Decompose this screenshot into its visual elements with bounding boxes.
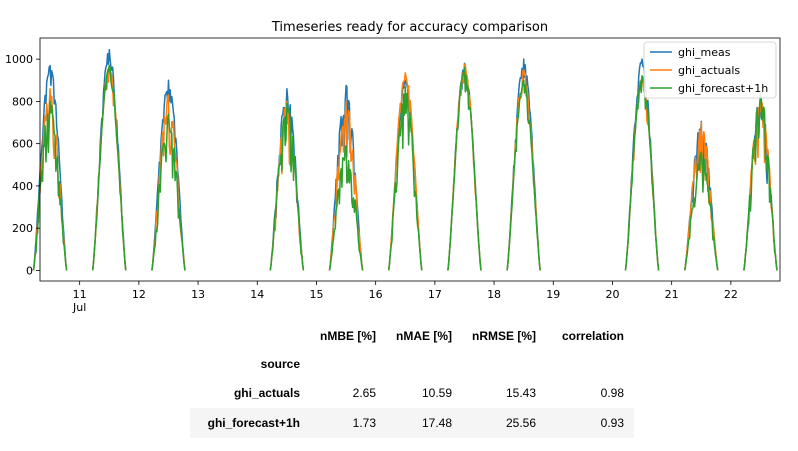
accuracy-table: nMBE [%] nMAE [%] nRMSE [%] correlation … [190,322,634,438]
row-label: ghi_forecast+1h [207,416,300,430]
table-index-name-row: source [190,350,634,378]
x-tick-label: 16 [369,288,383,301]
table-row: ghi_actuals 2.65 10.59 15.43 0.98 [190,378,634,408]
x-tick-label: 14 [250,288,264,301]
legend-box [643,41,777,99]
x-tick-label: 15 [309,288,323,301]
series-line-ghi_forecast+1h [506,79,541,271]
series-line-ghi_forecast+1h [328,145,364,271]
table-cell: 0.98 [600,386,624,400]
x-tick-label: 19 [546,288,560,301]
table-cell: 15.43 [505,386,536,400]
x-tick-label: 22 [724,288,738,301]
series-line-ghi_forecast+1h [269,102,305,271]
series-line-ghi_meas [151,79,186,271]
series-line-ghi_actuals [447,63,482,271]
column-header-nmae: nMAE [%] [396,329,452,343]
y-tick-label: 200 [12,222,33,235]
series-line-ghi_forecast+1h [387,85,423,271]
legend: ghi_meas ghi_actuals ghi_forecast+1h [643,41,777,99]
series-line-ghi_actuals [624,75,660,271]
row-label: ghi_actuals [233,386,300,400]
table-cell: 25.56 [505,416,536,430]
empty-cell [546,350,634,378]
index-name: source [260,357,300,371]
x-tick-label: 21 [665,288,679,301]
column-header-nrmse: nRMSE [%] [472,329,536,343]
table-cell: 1.73 [352,416,376,430]
series-line-ghi_meas [743,94,778,271]
series-line-ghi_actuals [743,92,778,271]
y-tick-label: 0 [26,264,33,277]
series-line-ghi_forecast+1h [743,94,778,271]
timeseries-chart: Timeseries ready for accuracy comparison… [5,20,781,314]
y-tick-label: 600 [12,138,33,151]
y-tick-label: 1000 [5,53,33,66]
chart-title: Timeseries ready for accuracy comparison [271,20,548,35]
legend-label-ghi-forecast: ghi_forecast+1h [678,82,768,95]
column-header-nmbe: nMBE [%] [320,329,376,343]
series-line-ghi_forecast+1h [683,151,719,271]
series-line-ghi_actuals [506,68,541,271]
x-tick-label: 12 [132,288,146,301]
series-layer [32,48,778,271]
legend-label-ghi-actuals: ghi_actuals [678,64,740,77]
plot-frame [39,37,781,282]
series-line-ghi_meas [32,64,68,271]
series-line-ghi_forecast+1h [624,75,660,271]
table-cell: 17.48 [421,416,452,430]
table-cell: 0.93 [600,416,624,430]
legend-label-ghi-meas: ghi_meas [678,46,731,59]
empty-cell [386,350,462,378]
column-header-correlation: correlation [561,329,624,343]
y-tick-label: 800 [12,95,33,108]
series-line-ghi_forecast+1h [447,66,482,271]
series-line-ghi_actuals [683,121,719,271]
axes-layer: 0 200 400 600 800 1000 11 12 13 14 15 16 17 18 19 20 21 2… [5,53,738,314]
series-line-ghi_meas [91,48,127,271]
table-cell: 10.59 [421,386,452,400]
series-line-ghi_meas [447,62,482,271]
x-tick-label: 18 [487,288,501,301]
x-tick-label: 11 [73,288,87,301]
series-line-ghi_actuals [91,64,127,271]
table-header-row: nMBE [%] nMAE [%] nRMSE [%] correlation [190,322,634,350]
x-tick-label: 17 [428,288,442,301]
x-tick-month-label: Jul [72,301,86,314]
table-corner [190,322,310,350]
series-line-ghi_actuals [328,100,364,271]
series-line-ghi_forecast+1h [32,100,68,271]
table-cell: 2.65 [352,386,376,400]
y-tick-label: 400 [12,180,33,193]
empty-cell [462,350,546,378]
series-line-ghi_forecast+1h [151,113,186,271]
table-row: ghi_forecast+1h 1.73 17.48 25.56 0.93 [190,408,634,438]
x-tick-label: 13 [191,288,205,301]
x-tick-label: 20 [605,288,619,301]
empty-cell [310,350,386,378]
series-line-ghi_forecast+1h [91,64,127,271]
